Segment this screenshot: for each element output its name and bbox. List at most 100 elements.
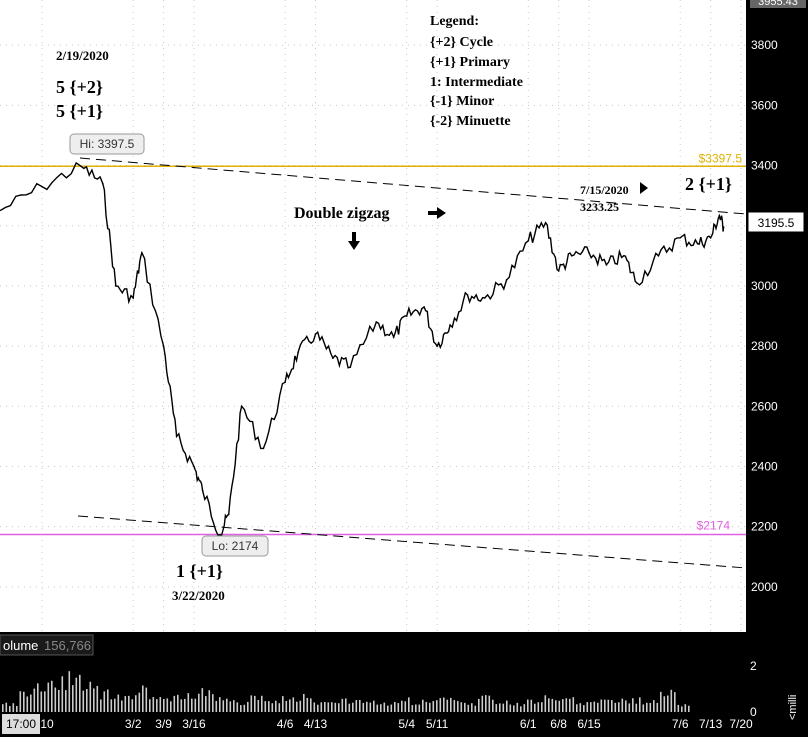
price-point	[332, 357, 334, 359]
volume-bar	[548, 698, 550, 712]
volume-bar	[383, 702, 386, 712]
volume-bar	[338, 703, 340, 712]
volume-bar	[208, 690, 211, 712]
volume-bar	[481, 695, 484, 712]
volume-header	[0, 634, 94, 656]
volume-bar	[488, 695, 491, 712]
volume-bar	[317, 704, 319, 712]
volume-bar	[149, 699, 151, 712]
volume-bar	[576, 704, 578, 712]
volume-bar	[173, 695, 176, 712]
price-point	[696, 242, 699, 245]
volume-bar	[320, 702, 323, 712]
volume-bar	[460, 702, 463, 712]
volume-bar	[509, 704, 512, 712]
volume-bar	[667, 695, 669, 712]
volume-bar	[124, 696, 127, 712]
price-point	[505, 279, 508, 281]
y-tick-label: 2400	[751, 459, 778, 473]
volume-bar	[142, 685, 144, 712]
price-point	[349, 366, 352, 368]
volume-bar	[61, 676, 64, 712]
volume-bar	[334, 702, 337, 712]
volume-bar	[611, 700, 613, 712]
volume-tick: 0	[750, 705, 757, 719]
y-tick-label: 2800	[751, 339, 778, 353]
volume-bar	[212, 694, 214, 712]
volume-bar	[65, 690, 67, 712]
volume-bar	[117, 694, 120, 712]
price-point	[466, 294, 469, 296]
volume-bar	[411, 705, 414, 712]
top-right-label: 3955.43	[758, 0, 798, 8]
volume-bar	[93, 688, 95, 712]
volume-bar	[264, 701, 267, 712]
lo-bubble: Lo: 2174	[201, 535, 269, 557]
bottom-date-label: 3/22/2020	[172, 588, 225, 603]
volume-bar	[313, 702, 316, 712]
volume-bar	[128, 695, 130, 712]
x-tick-label: 3/9	[155, 717, 172, 731]
price-series	[0, 161, 725, 540]
volume-bar	[306, 697, 309, 712]
volume-bar	[254, 695, 256, 712]
volume-bar	[604, 699, 606, 712]
lo-bubble-text: Lo: 2174	[212, 539, 259, 553]
volume-bar	[240, 705, 242, 712]
price-point	[588, 252, 590, 254]
volume-bar	[366, 701, 368, 712]
volume-bar	[327, 702, 330, 712]
down-arrow-icon	[348, 232, 360, 250]
volume-bar	[558, 700, 561, 712]
grid	[0, 0, 746, 632]
volume-bar	[33, 688, 36, 712]
volume-bar	[646, 702, 648, 712]
price-point	[636, 282, 638, 284]
low-line-label: $2174	[697, 518, 731, 532]
price-point	[423, 306, 425, 308]
volume-bar	[422, 699, 424, 712]
volume-bar	[68, 671, 71, 712]
volume-bars	[2, 671, 690, 712]
volume-bar	[583, 705, 585, 712]
volume-bar	[660, 691, 662, 712]
volume-bar	[681, 706, 683, 712]
double-zigzag-label: Double zigzag	[294, 205, 390, 222]
volume-bar	[37, 683, 39, 712]
volume-bar	[289, 699, 291, 712]
x-tick-label: 7/13	[699, 717, 723, 731]
x-tick-label: 5/4	[398, 717, 415, 731]
volume-bar	[380, 704, 382, 712]
volume-bar	[96, 685, 99, 712]
volume-bar	[607, 699, 610, 712]
volume-bar	[635, 703, 638, 712]
volume-bar	[355, 700, 358, 712]
price-point	[679, 236, 682, 239]
volume-bar	[58, 690, 60, 712]
volume-bar	[495, 704, 498, 712]
volume-unit: <milli	[787, 695, 799, 720]
x-tick-label: 6/1	[520, 717, 537, 731]
x-axis-panel	[0, 714, 746, 737]
bottom-wave-label: 1 {+1}	[176, 561, 223, 581]
x-tick-label: 3/16	[182, 717, 206, 731]
hi-bubble-text: Hi: 3397.5	[80, 137, 135, 151]
price-point	[722, 226, 725, 228]
volume-bar	[551, 698, 554, 712]
volume-bar	[296, 701, 298, 712]
x-tick-label: 3/2	[125, 717, 142, 731]
volume-bar	[100, 699, 102, 712]
price-point	[709, 236, 712, 239]
wave-top-label-2: 5 {+1}	[56, 101, 103, 121]
price-point	[557, 270, 560, 272]
volume-bar	[586, 702, 589, 712]
price-point	[262, 447, 265, 450]
volume-bar	[639, 697, 641, 712]
volume-bar	[233, 700, 235, 712]
volume-bar	[569, 698, 571, 712]
x-axis-ticks: 3/2 3/9 3/16 4/6 4/13 5/4 5/11 6/1 6/8 6/15 7/6 7/1…	[40, 717, 753, 731]
wave-top-label-1: 5 {+2}	[56, 77, 103, 97]
volume-bar	[492, 699, 494, 712]
price-point	[405, 315, 408, 317]
volume-bar	[89, 681, 92, 712]
